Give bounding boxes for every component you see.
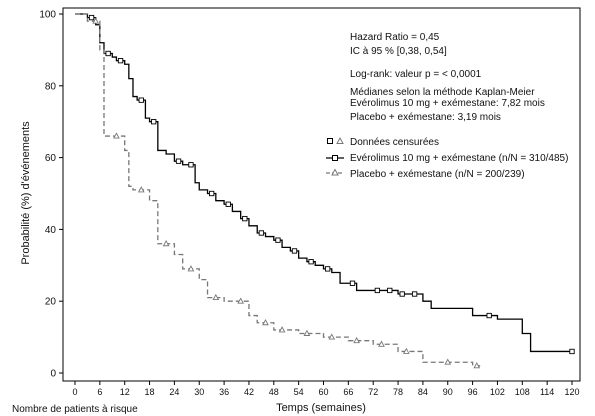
legend-censored-label: Données censurées bbox=[350, 137, 439, 148]
legend-everolimus-marker bbox=[332, 155, 338, 161]
censor-marker-everolimus bbox=[569, 348, 575, 355]
censor-marker-placebo bbox=[262, 318, 269, 326]
x-tick-label: 90 bbox=[443, 387, 453, 397]
censor-marker-everolimus bbox=[399, 291, 405, 297]
x-tick-label: 48 bbox=[269, 387, 279, 397]
censor-marker-everolimus bbox=[138, 97, 144, 103]
legend-censored-square-marker bbox=[327, 138, 333, 144]
axis-ticks: 0 6 12 18 24 30 36 42 48 54 60 66 72 78 84 90 96 102 108 11… bbox=[39, 10, 579, 398]
axes bbox=[62, 7, 581, 382]
censor-marker-everolimus bbox=[324, 266, 331, 272]
x-tick-label: 24 bbox=[169, 387, 179, 397]
y-tick-label: 20 bbox=[45, 297, 57, 308]
annotation-median-placebo: Placebo + exémestane: 3,19 mois bbox=[350, 112, 501, 123]
x-tick-label: 54 bbox=[294, 387, 304, 397]
annotation-confidence-interval: IC à 95 % [0,38, 0,54] bbox=[350, 46, 447, 57]
x-tick-label: 6 bbox=[97, 387, 102, 397]
censor-marker-everolimus bbox=[258, 230, 265, 236]
censor-marker-placebo bbox=[187, 265, 195, 272]
y-tick-label: 40 bbox=[45, 225, 57, 236]
censor-marker-everolimus bbox=[486, 312, 492, 319]
x-tick-label: 66 bbox=[343, 387, 353, 397]
censor-marker-placebo bbox=[212, 293, 220, 301]
annotation-log-rank: Log-rank: valeur p = < 0,0001 bbox=[350, 69, 482, 80]
censor-marker-placebo bbox=[162, 240, 170, 247]
censor-marker-everolimus bbox=[291, 248, 298, 254]
x-tick-label: 78 bbox=[393, 387, 403, 397]
censor-marker-placebo bbox=[353, 336, 360, 344]
censor-marker-placebo bbox=[113, 132, 120, 139]
x-tick-label: 96 bbox=[468, 387, 478, 397]
censor-marker-placebo bbox=[444, 358, 452, 365]
censor-marker-placebo bbox=[303, 329, 311, 336]
censor-marker-placebo bbox=[328, 333, 336, 340]
censor-marker-everolimus bbox=[225, 201, 231, 207]
censor-marker-everolimus bbox=[188, 162, 194, 168]
censor-marker-everolimus bbox=[411, 291, 418, 297]
x-tick-label: 0 bbox=[72, 387, 77, 397]
x-tick-label: 42 bbox=[244, 387, 254, 397]
y-tick-label: 80 bbox=[45, 81, 57, 92]
at-risk-caption: Nombre de patients à risque bbox=[12, 404, 138, 415]
legend-placebo-label: Placebo + exémestane (n/N = 200/239) bbox=[350, 169, 525, 180]
plot-frame bbox=[62, 7, 581, 382]
censor-marker-everolimus bbox=[117, 58, 124, 64]
legend-censored-triangle-marker bbox=[336, 136, 344, 144]
censor-marker-placebo bbox=[402, 347, 410, 354]
y-axis-label: Probabilité (%) d'événements bbox=[20, 121, 32, 265]
x-tick-label: 72 bbox=[368, 387, 378, 397]
x-tick-label: 84 bbox=[418, 387, 428, 397]
censored-markers bbox=[88, 14, 575, 369]
censor-marker-everolimus bbox=[374, 287, 380, 294]
censor-marker-everolimus bbox=[151, 119, 157, 125]
censor-marker-placebo bbox=[137, 186, 145, 193]
everolimus-curve bbox=[75, 13, 572, 353]
series-layer bbox=[75, 13, 572, 367]
x-tick-label: 12 bbox=[120, 387, 130, 397]
censor-marker-placebo bbox=[278, 326, 286, 333]
legend-everolimus-label: Evérolimus 10 mg + exémestane (n/N = 310… bbox=[350, 153, 568, 164]
annotation-block: Hazard Ratio = 0,45 IC à 95 % [0,38, 0,5… bbox=[350, 32, 545, 123]
x-tick-label: 120 bbox=[564, 387, 579, 397]
x-tick-label: 102 bbox=[490, 387, 505, 397]
censor-marker-placebo bbox=[378, 340, 385, 347]
x-tick-label: 60 bbox=[318, 387, 328, 397]
x-tick-label: 30 bbox=[194, 387, 204, 397]
y-tick-label: 0 bbox=[50, 369, 56, 380]
censor-marker-everolimus bbox=[175, 158, 182, 164]
censor-marker-everolimus bbox=[308, 259, 314, 265]
x-tick-label: 114 bbox=[540, 387, 554, 397]
censor-marker-everolimus bbox=[105, 50, 111, 57]
annotation-median-everolimus: Evérolimus 10 mg + exémestane: 7,82 mois bbox=[350, 98, 545, 109]
x-tick-label: 18 bbox=[145, 387, 155, 397]
x-tick-label: 36 bbox=[219, 387, 229, 397]
censor-marker-everolimus bbox=[349, 280, 356, 286]
legend: Données censurées Evérolimus 10 mg + exé… bbox=[326, 136, 568, 180]
placebo-curve bbox=[75, 13, 481, 367]
x-tick-label: 108 bbox=[515, 387, 530, 397]
censor-marker-everolimus bbox=[88, 14, 95, 21]
legend-placebo-marker bbox=[331, 168, 339, 176]
censor-marker-everolimus bbox=[209, 190, 215, 197]
annotation-hazard-ratio: Hazard Ratio = 0,45 bbox=[350, 32, 440, 43]
y-tick-label: 100 bbox=[39, 10, 56, 21]
censor-marker-placebo bbox=[92, 17, 100, 24]
x-axis-label: Temps (semaines) bbox=[276, 402, 366, 414]
censor-marker-placebo bbox=[237, 297, 245, 304]
y-tick-label: 60 bbox=[45, 153, 57, 164]
censor-marker-placebo bbox=[473, 362, 481, 369]
censor-marker-everolimus bbox=[242, 215, 248, 222]
censor-marker-everolimus bbox=[275, 237, 281, 243]
censor-marker-everolimus bbox=[387, 287, 393, 294]
annotation-median-method: Médianes selon la méthode Kaplan-Meier bbox=[350, 87, 535, 98]
